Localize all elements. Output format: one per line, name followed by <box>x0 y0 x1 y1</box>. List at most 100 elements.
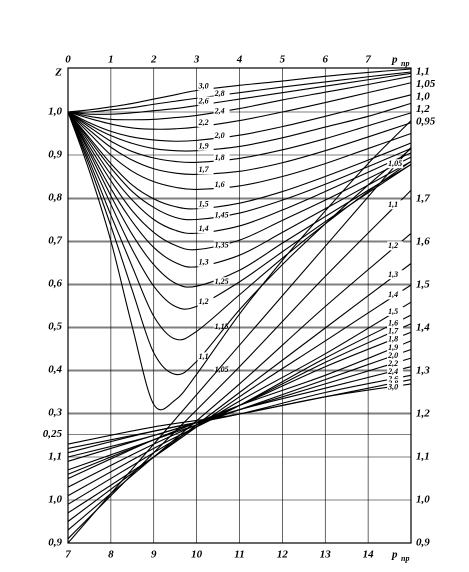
curve <box>67 71 412 113</box>
label-bg <box>213 365 230 375</box>
label-bg <box>387 343 404 353</box>
y-tick-label: 1,0 <box>416 494 430 506</box>
series-label: 2,4 <box>387 367 398 376</box>
x-tick-label: 4 <box>236 54 243 66</box>
x-tick-label: 12 <box>277 549 289 561</box>
curve <box>67 301 412 505</box>
y-tick-label: 1,1 <box>48 451 62 463</box>
label-bg <box>197 297 214 307</box>
series-label: 1,05 <box>388 159 402 168</box>
x-tick-label: 6 <box>323 54 329 66</box>
label-bg <box>213 180 230 190</box>
curve <box>67 111 412 221</box>
curve <box>67 111 412 164</box>
y-tick-label: 0,4 <box>48 364 62 376</box>
label-bg <box>213 210 230 220</box>
y-tick-label: 1,7 <box>416 193 430 205</box>
label-bg <box>197 224 214 234</box>
x-tick-label: 9 <box>151 549 157 561</box>
label-bg <box>387 318 404 328</box>
annotation: 1,0 <box>416 91 430 103</box>
curve <box>67 340 412 475</box>
label-bg <box>213 89 230 99</box>
series-label: 2,0 <box>214 131 225 140</box>
curve <box>67 94 412 142</box>
x-tick-label: 11 <box>234 549 244 561</box>
series-label: 1,3 <box>388 270 398 279</box>
y-tick-label: 0,9 <box>48 149 62 161</box>
y-tick-label: 1,2 <box>416 408 430 420</box>
series-label: 2,6 <box>198 96 209 105</box>
y-tick-label: 1,1 <box>416 451 430 463</box>
series-label: 1,4 <box>199 224 209 233</box>
x-tick-label: 7 <box>365 54 371 66</box>
y-tick-label: 0,3 <box>48 407 62 419</box>
series-label: 1,8 <box>388 334 398 343</box>
curve <box>67 383 412 445</box>
y-tick-label: 1,4 <box>416 322 430 334</box>
curve <box>67 82 412 130</box>
series-label: 2,8 <box>214 89 225 98</box>
series-label: 1,2 <box>388 241 398 250</box>
label-bg <box>387 241 404 251</box>
label-bg <box>197 352 214 362</box>
x-tick-label: 2 <box>150 54 157 66</box>
x-axis-label: p <box>391 549 398 561</box>
y-tick-label: 0,8 <box>48 192 62 204</box>
series-label: 1,9 <box>388 343 398 352</box>
label-bg <box>387 366 404 376</box>
series-label: 1,05 <box>215 365 229 374</box>
curve <box>67 111 412 411</box>
series-label: 3,0 <box>387 383 398 392</box>
label-bg <box>197 199 214 209</box>
label-bg <box>387 334 404 344</box>
series-label: 1,35 <box>215 240 229 249</box>
annotation: 1,1 <box>416 66 430 78</box>
series-label: 1,2 <box>199 297 209 306</box>
series-label: 2,4 <box>214 106 225 115</box>
label-bg <box>197 257 214 267</box>
label-bg <box>387 159 404 169</box>
series-label: 1,5 <box>199 200 209 209</box>
label-bg <box>197 118 214 128</box>
series-label: 1,3 <box>199 258 209 267</box>
x-tick-label: 0 <box>65 54 71 66</box>
curve <box>67 72 412 115</box>
curve <box>67 232 412 531</box>
label-bg <box>387 290 404 300</box>
y-tick-label: 0,7 <box>48 235 62 247</box>
y-tick-label: 0,5 <box>48 321 62 333</box>
series-label: 2,2 <box>387 359 398 368</box>
series-label: 1,6 <box>215 180 225 189</box>
curve <box>67 111 412 210</box>
x-tick-label: 1 <box>108 54 114 66</box>
curve <box>67 75 412 121</box>
label-bg <box>213 153 230 163</box>
y-tick-label: 0,9 <box>48 537 62 549</box>
label-bg <box>213 240 230 250</box>
label-bg <box>197 96 214 106</box>
annotation: 1,2 <box>416 103 430 115</box>
label-bg <box>387 351 404 361</box>
series-label: 1,9 <box>199 142 209 151</box>
y-tick-label: 0,9 <box>416 537 430 549</box>
series-label: 1,4 <box>388 290 398 299</box>
x-tick-label: 7 <box>65 549 71 561</box>
curve <box>67 111 412 190</box>
series-label: 1,6 <box>388 318 398 327</box>
curve <box>67 263 412 522</box>
y-tick-label: 1,6 <box>416 236 430 248</box>
label-bg <box>213 131 230 141</box>
x-tick-label: 8 <box>108 549 114 561</box>
label-bg <box>387 358 404 368</box>
x-axis-label-sub: пр <box>401 59 409 68</box>
series-label: 1,1 <box>199 352 209 361</box>
curve <box>67 102 412 152</box>
curve <box>67 111 412 310</box>
y-tick-label: 0,6 <box>48 278 62 290</box>
series-label: 1,8 <box>215 153 225 162</box>
curve <box>67 111 412 288</box>
curve <box>67 147 412 544</box>
y-tick-label: 1,0 <box>48 494 62 506</box>
